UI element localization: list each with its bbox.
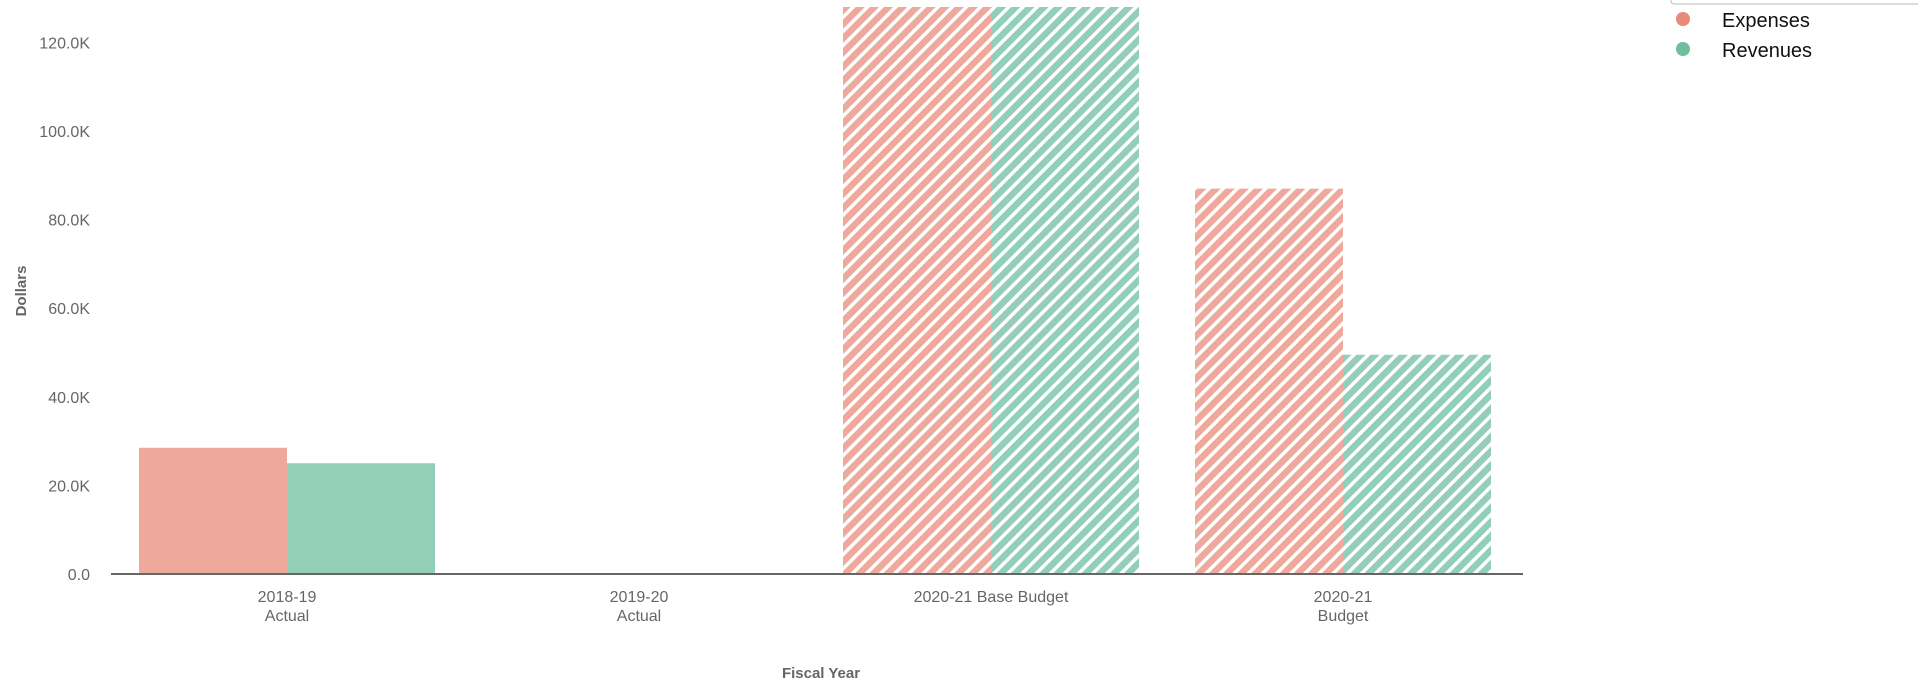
- y-tick-label: 20.0K: [48, 478, 90, 495]
- y-axis-ticks: 0.0 20.0K 40.0K 60.0K 80.0K 100.0K 120.0K: [39, 35, 90, 584]
- x-tick-label-line: 2019-20: [610, 589, 669, 606]
- bar-revenues-3[interactable]: [1343, 354, 1491, 574]
- bar-revenues-0[interactable]: [287, 463, 435, 574]
- x-tick-label-line: 2020-21: [1314, 589, 1373, 606]
- y-tick-label: 80.0K: [48, 213, 90, 230]
- y-tick-label: 40.0K: [48, 390, 90, 407]
- bars: [139, 7, 1491, 574]
- bar-expenses-0[interactable]: [139, 447, 287, 574]
- x-tick-label-line: 2020-21 Base Budget: [914, 589, 1069, 606]
- y-tick-label: 120.0K: [39, 35, 90, 52]
- x-tick-label-line: 2018-19: [258, 589, 317, 606]
- legend-item-revenues[interactable]: Revenues: [1722, 40, 1812, 62]
- bar-expenses-2[interactable]: [843, 7, 991, 574]
- bar-expenses-3[interactable]: [1195, 188, 1343, 574]
- legend-marker-expenses: [1676, 12, 1690, 26]
- bar-revenues-2[interactable]: [991, 7, 1139, 574]
- y-tick-label: 100.0K: [39, 124, 90, 141]
- x-tick-label: 2020-21 Budget: [1314, 589, 1373, 625]
- y-axis-title: Dollars: [13, 266, 30, 317]
- legend: Expenses Revenues: [1670, 0, 1918, 62]
- x-tick-label-line: Actual: [617, 608, 661, 625]
- y-tick-label: 0.0: [68, 567, 90, 584]
- legend-box: [1670, 0, 1918, 5]
- x-tick-label-line: Actual: [265, 608, 309, 625]
- x-tick-label-line: Budget: [1318, 608, 1369, 625]
- x-axis-ticks: 2018-19 Actual 2019-20 Actual 2020-21 Base B…: [258, 589, 1373, 625]
- y-tick-label: 60.0K: [48, 301, 90, 318]
- legend-item-expenses[interactable]: Expenses: [1722, 10, 1810, 32]
- x-tick-label: 2020-21 Base Budget: [914, 589, 1069, 606]
- x-axis-title: Fiscal Year: [782, 665, 860, 682]
- legend-marker-revenues: [1676, 42, 1690, 56]
- x-tick-label: 2018-19 Actual: [258, 589, 317, 625]
- x-tick-label: 2019-20 Actual: [610, 589, 669, 625]
